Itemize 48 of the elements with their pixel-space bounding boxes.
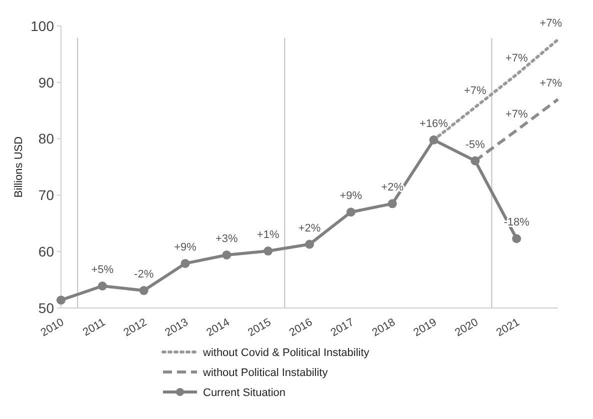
annotation: +7% (540, 18, 562, 30)
x-tick-label: 2021 (494, 316, 522, 340)
x-tick-label: 2018 (370, 316, 398, 340)
point (429, 135, 438, 144)
x-tick-label: 2013 (163, 316, 190, 340)
point (470, 156, 480, 166)
point (305, 240, 314, 249)
annotation: -2% (134, 268, 154, 281)
x-tick-label: 2014 (204, 316, 232, 340)
x-tick-label: 2016 (287, 316, 315, 340)
y-tick-label: 80 (38, 130, 54, 147)
point (56, 296, 66, 305)
y-axis-title: Billions USD (13, 136, 25, 198)
y-tick-label: 70 (38, 187, 54, 204)
annotation: +16% (420, 118, 448, 130)
x-tick-label: 2020 (453, 316, 480, 340)
y-tick-label: 60 (38, 244, 54, 260)
annotation: +9% (174, 241, 197, 254)
y-tick-label: 90 (38, 74, 54, 90)
annotation: +5% (91, 264, 114, 276)
x-tick-label: 2011 (81, 316, 108, 339)
annotation: -5% (465, 138, 486, 151)
annotation: +1% (256, 229, 280, 242)
point (512, 234, 522, 244)
annotation: +9% (340, 190, 362, 202)
point (346, 208, 356, 217)
annotation: +7% (505, 52, 528, 65)
annotation: +2% (298, 222, 321, 234)
x-tick-label: 2017 (328, 316, 356, 340)
annotation: +7% (505, 108, 528, 120)
x-tick-label: 2010 (38, 316, 66, 340)
legend-label: without Political Instability (202, 366, 328, 379)
point (222, 250, 232, 260)
point (98, 282, 107, 291)
point (264, 246, 273, 256)
x-tick-label: 2019 (412, 316, 439, 340)
legend-label: without Covid & Political Instability (202, 346, 370, 359)
y-tick-label: 50 (38, 300, 54, 316)
annotation: +7% (540, 77, 562, 90)
x-tick-label: 2012 (122, 316, 149, 340)
point (180, 258, 190, 268)
y-tick-label: 100 (30, 18, 54, 34)
legend-label: Current Situation (203, 386, 286, 399)
point (139, 286, 148, 296)
annotation: +7% (464, 85, 487, 98)
point (388, 199, 397, 208)
x-tick-label: 2015 (246, 316, 274, 340)
annotation: +3% (216, 232, 238, 245)
